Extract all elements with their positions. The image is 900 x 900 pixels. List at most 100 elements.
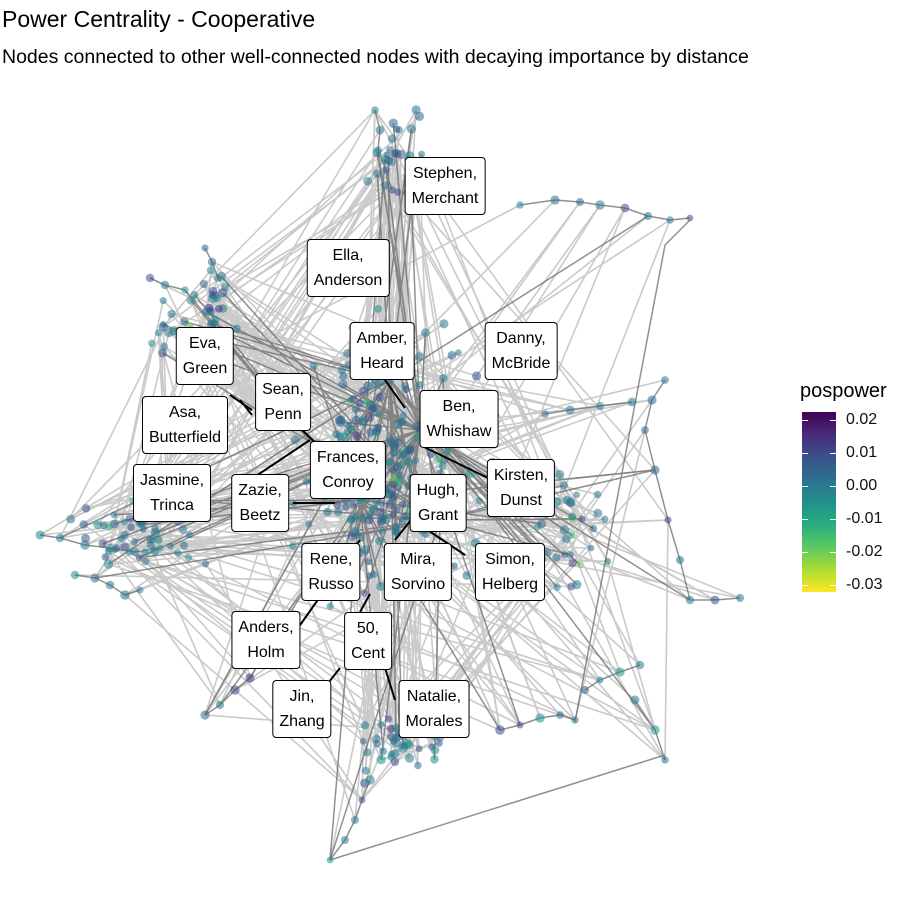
edge: [403, 370, 421, 431]
node: [103, 559, 114, 569]
node: [576, 198, 584, 206]
node: [537, 519, 547, 529]
legend-tick-label: -0.03: [846, 576, 883, 593]
node: [290, 435, 300, 445]
node: [70, 570, 80, 580]
node: [206, 266, 215, 275]
node: [394, 188, 402, 196]
edge: [569, 405, 601, 411]
node-label: Danny, McBride: [484, 322, 558, 380]
node: [334, 507, 343, 517]
node: [373, 169, 382, 179]
node: [333, 501, 342, 510]
node: [627, 397, 637, 407]
edge: [145, 560, 656, 731]
edge: [664, 219, 691, 246]
node-label: Frances, Conroy: [309, 441, 387, 499]
node: [666, 216, 674, 224]
node: [159, 297, 167, 305]
node: [413, 433, 422, 442]
node: [141, 548, 150, 557]
node: [475, 497, 483, 505]
node: [355, 399, 364, 408]
chart-subtitle: Nodes connected to other well-connected …: [2, 46, 749, 68]
node: [439, 319, 449, 329]
node: [389, 480, 397, 489]
node: [180, 317, 189, 326]
edge: [222, 292, 441, 521]
node: [552, 497, 562, 507]
node: [154, 329, 162, 337]
node: [309, 361, 318, 370]
node: [360, 721, 370, 730]
node: [378, 527, 386, 535]
edge: [667, 519, 681, 561]
node: [595, 200, 605, 210]
node: [346, 515, 356, 525]
node: [181, 286, 189, 294]
node: [541, 410, 549, 418]
node: [186, 295, 196, 305]
edge: [342, 383, 421, 431]
node: [289, 542, 297, 550]
node: [245, 673, 255, 683]
node: [186, 531, 193, 539]
node: [374, 146, 382, 154]
node: [686, 214, 694, 222]
node: [148, 339, 156, 347]
node: [399, 741, 408, 751]
node: [620, 203, 630, 213]
node: [373, 423, 383, 433]
node: [375, 507, 385, 516]
edge: [149, 277, 369, 387]
node: [202, 307, 211, 316]
node: [571, 716, 579, 724]
node: [421, 328, 430, 338]
node: [353, 531, 362, 539]
node: [98, 539, 107, 548]
node: [156, 544, 164, 552]
node: [472, 371, 482, 381]
edge: [644, 399, 653, 431]
node: [393, 125, 401, 133]
node-label: Ella, Anderson: [306, 239, 390, 297]
node: [363, 748, 372, 757]
edge: [359, 128, 413, 501]
node: [130, 547, 140, 557]
edge: [220, 275, 441, 521]
node: [369, 504, 378, 514]
node-label: Natalie, Morales: [398, 680, 470, 738]
node: [560, 551, 569, 559]
node: [370, 378, 381, 389]
node: [120, 542, 130, 552]
node-label: Anders, Holm: [231, 611, 301, 669]
label-leader-line: [328, 667, 341, 683]
node-label: Eva, Green: [175, 327, 235, 385]
legend-tick-label: -0.01: [846, 510, 883, 527]
node-label: Sean, Penn: [255, 373, 311, 431]
node: [641, 426, 649, 434]
node: [735, 593, 745, 603]
node: [398, 500, 407, 509]
node: [604, 557, 612, 565]
node: [395, 471, 404, 479]
node: [105, 543, 115, 553]
node: [635, 660, 645, 670]
edge: [329, 839, 346, 861]
edge: [389, 215, 649, 381]
node: [371, 106, 379, 114]
node: [567, 582, 576, 591]
edge: [108, 563, 561, 716]
node: [180, 541, 188, 550]
edge: [115, 547, 363, 801]
node: [710, 595, 720, 605]
node: [214, 274, 222, 282]
node-label: Hugh, Grant: [409, 474, 467, 532]
node-label: Asa, Butterfield: [141, 396, 229, 454]
node: [364, 515, 374, 525]
node: [364, 557, 373, 566]
node: [167, 542, 174, 550]
node: [221, 282, 230, 292]
node: [363, 176, 372, 186]
node: [305, 520, 313, 528]
